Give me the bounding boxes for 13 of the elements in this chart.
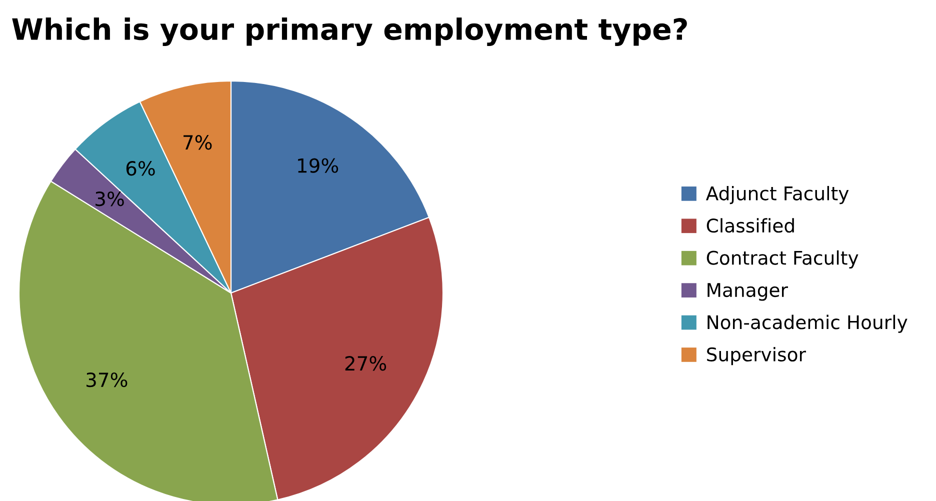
chart-title: Which is your primary employment type? [12,18,687,46]
legend-label: Non-academic Hourly [708,314,908,333]
data-label: 19% [298,158,338,173]
data-label: 6% [126,161,155,176]
legend-label: Manager [708,283,788,301]
data-label: 3% [96,191,124,206]
legend-label: Contract Faculty [706,250,858,269]
data-label: 27% [345,356,386,371]
data-label: 37% [86,372,128,388]
legend-label: Supervisor [707,347,806,366]
data-label: 7% [184,135,212,150]
legend-label: Classified [706,218,794,233]
legend-label: Adjunct Faculty [706,186,849,204]
